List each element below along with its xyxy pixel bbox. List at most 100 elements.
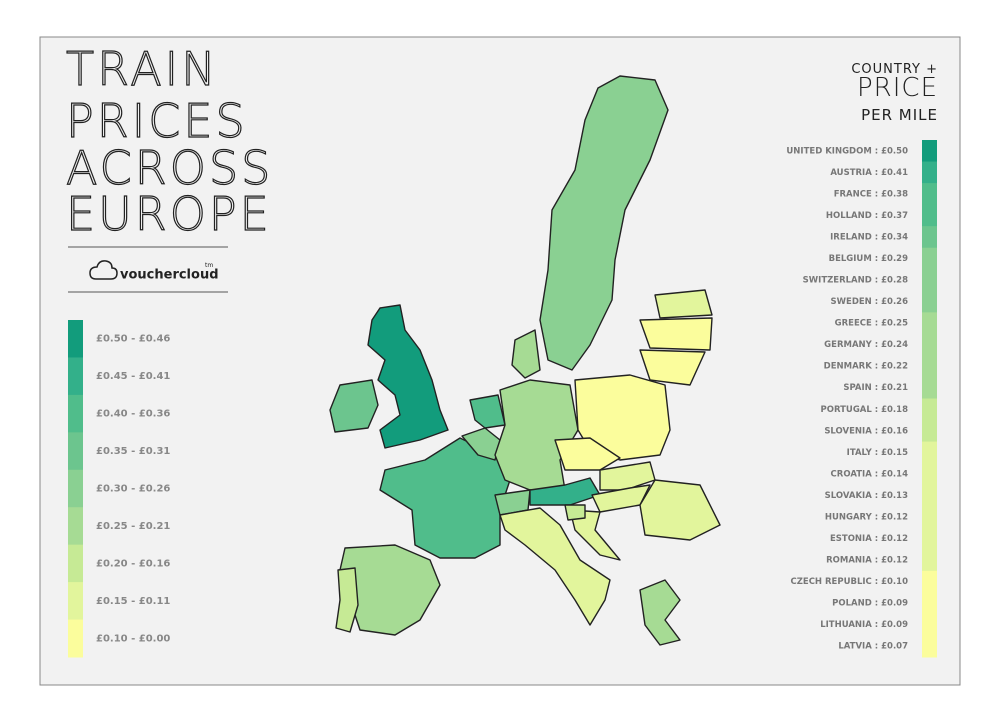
country — [639, 349, 706, 386]
title-line: ACROSS — [66, 141, 273, 195]
title-line: EUROPE — [66, 187, 272, 241]
legend-swatch — [68, 432, 83, 471]
country — [499, 507, 611, 626]
legend-label: £0.50 - £0.46 — [96, 334, 170, 345]
ranking-label: LITHUANIA : £0.09 — [820, 620, 908, 630]
ranking-swatch — [922, 247, 937, 270]
legend-swatch — [68, 394, 83, 433]
legend-label: £0.30 - £0.26 — [96, 484, 170, 495]
legend: £0.50 - £0.46 £0.45 - £0.41 £0.40 - £0.36 £… — [68, 320, 170, 658]
ranking-label: CZECH REPUBLIC : £0.10 — [790, 577, 908, 587]
ranking-swatch — [922, 376, 937, 399]
ranking-label: SLOVENIA : £0.16 — [824, 426, 908, 436]
ranking-swatch — [922, 527, 937, 550]
ranking-swatch — [922, 549, 937, 572]
ranking-label: UNITED KINGDOM : £0.50 — [786, 146, 908, 156]
ranking-swatch — [922, 290, 937, 313]
legend-swatch — [68, 619, 83, 658]
ranking-swatch — [922, 183, 937, 206]
legend-label: £0.45 - £0.41 — [96, 371, 170, 382]
ranking-label: SWEDEN : £0.26 — [831, 297, 909, 307]
ranking-label: AUSTRIA : £0.41 — [830, 168, 908, 178]
ranking-swatch — [922, 161, 937, 184]
ranking-swatch — [922, 463, 937, 486]
ranking-swatch — [922, 312, 937, 335]
title-line: TRAIN — [66, 42, 219, 96]
ranking-heading: COUNTRY + — [851, 62, 938, 77]
ranking-label: GREECE : £0.25 — [835, 319, 908, 329]
country — [574, 374, 671, 461]
legend-swatch — [68, 357, 83, 396]
ranking: UNITED KINGDOM : £0.50 AUSTRIA : £0.41 FRA… — [786, 140, 937, 658]
ranking-swatch — [922, 592, 937, 615]
ranking-heading: PER MILE — [861, 106, 938, 124]
country — [591, 484, 651, 513]
ranking-heading: PRICE — [857, 73, 938, 103]
ranking-swatch — [922, 226, 937, 249]
ranking-swatch — [922, 484, 937, 507]
country — [654, 289, 713, 319]
country — [639, 317, 713, 351]
ranking-label: LATVIA : £0.07 — [838, 642, 908, 652]
ranking-label: PORTUGAL : £0.18 — [821, 405, 909, 415]
legend-label: £0.15 - £0.11 — [96, 596, 170, 607]
country — [367, 304, 449, 449]
ranking-label: BELGIUM : £0.29 — [829, 254, 908, 264]
ranking-swatch — [922, 635, 937, 658]
title-line: PRICES — [66, 94, 248, 148]
country — [569, 509, 621, 561]
ranking-swatch — [922, 506, 937, 529]
legend-label: £0.25 - £0.21 — [96, 521, 170, 532]
legend-swatch — [68, 507, 83, 546]
country — [469, 394, 506, 429]
ranking-label: ROMANIA : £0.12 — [826, 556, 908, 566]
ranking-label: SLOVAKIA : £0.13 — [825, 491, 908, 501]
ranking-label: SPAIN : £0.21 — [843, 383, 908, 393]
brand-mark: tm — [205, 262, 213, 269]
ranking-swatch — [922, 204, 937, 227]
legend-swatch — [68, 469, 83, 508]
country — [511, 329, 541, 379]
country — [599, 461, 656, 491]
ranking-label: HOLLAND : £0.37 — [826, 211, 908, 221]
frame — [39, 36, 961, 686]
legend-swatch — [68, 582, 83, 621]
ranking-swatch — [922, 570, 937, 593]
country — [639, 579, 681, 646]
map — [329, 75, 721, 646]
country — [639, 479, 721, 541]
legend-label: £0.40 - £0.36 — [96, 409, 170, 420]
ranking-swatch — [922, 269, 937, 292]
ranking-label: DENMARK : £0.22 — [824, 362, 908, 372]
brand-name: vouchercloud — [120, 268, 219, 283]
ranking-label: SWITZERLAND : £0.28 — [803, 276, 908, 286]
brand-logo — [89, 260, 118, 280]
ranking-swatch — [922, 140, 937, 163]
country — [329, 379, 379, 433]
ranking-label: ESTONIA : £0.12 — [830, 534, 908, 544]
country — [379, 437, 511, 559]
ranking-label: ITALY : £0.15 — [847, 448, 908, 458]
ranking-swatch — [922, 398, 937, 421]
country — [564, 504, 586, 521]
ranking-swatch — [922, 613, 937, 636]
ranking-swatch — [922, 333, 937, 356]
legend-swatch — [68, 320, 83, 358]
ranking-label: POLAND : £0.09 — [832, 599, 908, 609]
ranking-label: HUNGARY : £0.12 — [825, 512, 908, 522]
legend-label: £0.35 - £0.31 — [96, 446, 170, 457]
legend-label: £0.20 - £0.16 — [96, 558, 170, 569]
country — [554, 437, 621, 471]
ranking-swatch — [922, 355, 937, 378]
ranking-swatch — [922, 441, 937, 464]
country — [539, 75, 669, 371]
ranking-label: IRELAND : £0.34 — [830, 232, 908, 242]
ranking-label: FRANCE : £0.38 — [834, 189, 908, 199]
country — [335, 567, 359, 633]
ranking-label: GERMANY : £0.24 — [824, 340, 908, 350]
legend-swatch — [68, 544, 83, 583]
legend-label: £0.10 - £0.00 — [96, 633, 170, 644]
ranking-label: CROATIA : £0.14 — [831, 469, 909, 479]
